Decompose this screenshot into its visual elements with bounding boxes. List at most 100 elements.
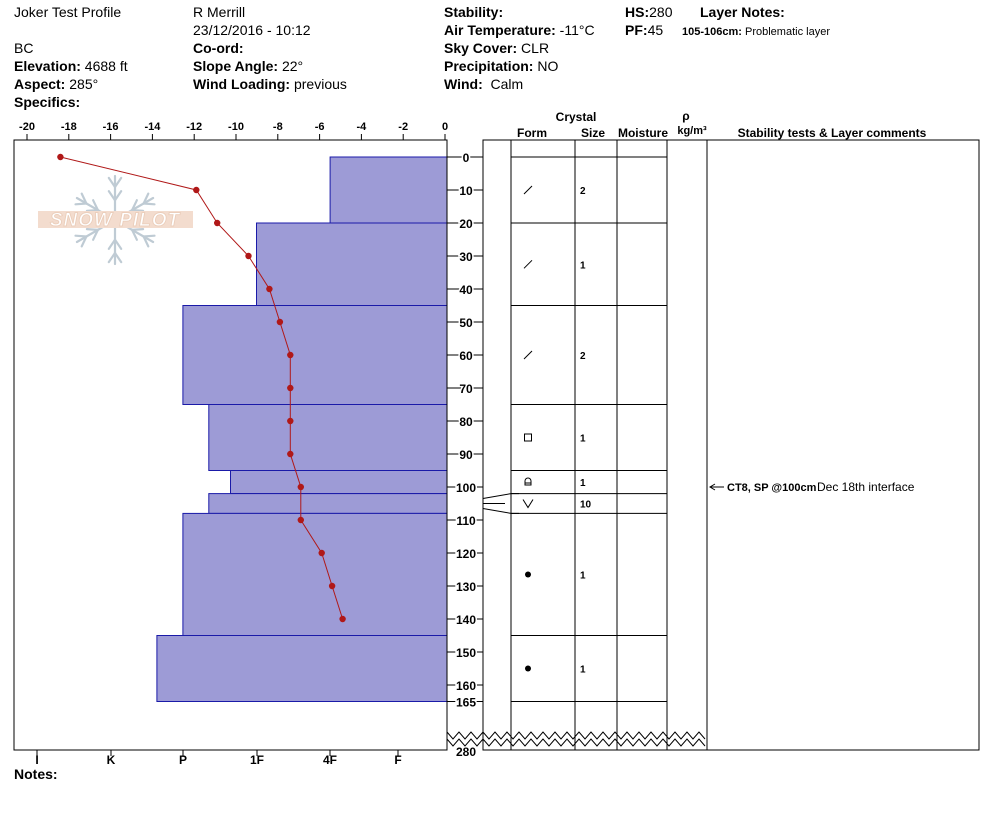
axis-break-upper bbox=[446, 731, 706, 740]
grain-size: 1 bbox=[580, 478, 586, 489]
grain-size: 2 bbox=[580, 351, 586, 362]
wind-loading-value: previous bbox=[293, 76, 347, 92]
table-rows: 2 1 2 1 1 10 1 1 bbox=[482, 156, 667, 702]
snowflake-branch bbox=[113, 251, 123, 264]
air-temp-label: Air Temperature: bbox=[444, 22, 556, 38]
layer-note-text: Problematic layer bbox=[745, 26, 830, 38]
profile-name: Joker Test Profile bbox=[14, 4, 122, 20]
snowflake-branch bbox=[142, 192, 150, 205]
rounded-grains-icon bbox=[525, 665, 531, 672]
temperature-point bbox=[339, 615, 346, 623]
snowflake-branch bbox=[74, 202, 88, 206]
temperature-point bbox=[266, 285, 273, 293]
hardness-bar bbox=[256, 222, 448, 306]
depth-tick-label: 130 bbox=[456, 580, 476, 594]
snowpilot-logo: SNOW PILOT bbox=[38, 174, 193, 266]
depth-tick-label: 0 bbox=[463, 151, 470, 165]
slope-row: Slope Angle: 22° bbox=[193, 58, 303, 74]
depth-hoar-icon bbox=[524, 477, 532, 486]
form-header: Form bbox=[517, 126, 547, 140]
precipitation-particles-icon bbox=[523, 185, 533, 195]
temperature-point bbox=[57, 153, 64, 161]
layer-notes-label: Layer Notes: bbox=[700, 4, 785, 20]
sky-label: Sky Cover: bbox=[444, 40, 518, 56]
wind-value: Calm bbox=[490, 76, 524, 92]
stability-test-label: CT8, SP @100cm bbox=[727, 482, 817, 494]
pf-value: 45 bbox=[647, 22, 664, 38]
faceted-crystals-icon bbox=[524, 433, 532, 442]
moisture-header: Moisture bbox=[618, 126, 668, 140]
elevation-row: Elevation: 4688 ft bbox=[14, 58, 128, 74]
snowflake-branch bbox=[85, 228, 100, 231]
axes: -20 -18 -16 -14 -12 -10 -8 -6 -4 -2 00102030405060… bbox=[19, 121, 706, 767]
wind-label: Wind: bbox=[444, 76, 483, 92]
surface-hoar-icon bbox=[522, 499, 534, 509]
precipitation-particles-icon bbox=[523, 259, 533, 269]
hardness-bar bbox=[329, 156, 448, 224]
aspect-row: Aspect: 285° bbox=[14, 76, 98, 92]
depth-tick-label: 50 bbox=[459, 316, 473, 330]
temperature-point bbox=[193, 186, 200, 194]
temp-tick-label: -6 bbox=[315, 121, 325, 133]
table-frame bbox=[482, 139, 980, 751]
snowflake-branch bbox=[107, 176, 117, 189]
observer: R Merrill bbox=[193, 4, 246, 20]
wind-loading-row: Wind Loading: previous bbox=[193, 76, 347, 92]
depth-tick-label: 165 bbox=[456, 696, 476, 710]
hardness-plot-frame bbox=[13, 139, 448, 751]
temp-tick-label: 0 bbox=[442, 121, 448, 133]
datetime: 23/12/2016 - 10:12 bbox=[193, 22, 311, 38]
depth-tick-label: 100 bbox=[456, 481, 476, 495]
hardness-tick-label: F bbox=[394, 753, 401, 767]
depth-connector bbox=[482, 508, 512, 514]
logo-banner bbox=[38, 211, 193, 228]
temp-tick-label: -16 bbox=[103, 121, 119, 133]
snowflake-branch bbox=[107, 251, 117, 264]
temperature-point bbox=[297, 483, 304, 491]
axis-break-lower bbox=[446, 738, 706, 747]
temp-tick-label: -20 bbox=[19, 121, 35, 133]
temp-tick-label: -12 bbox=[186, 121, 202, 133]
depth-tick-label: 90 bbox=[459, 448, 473, 462]
sky-row: Sky Cover: CLR bbox=[444, 40, 549, 56]
elevation-value: 4688 ft bbox=[84, 58, 128, 74]
snowflake-branch bbox=[142, 234, 156, 238]
layer-note: 105-106cm: Problematic layer bbox=[682, 24, 830, 40]
depth-tick-label: 120 bbox=[456, 547, 476, 561]
precip-value: NO bbox=[537, 58, 559, 74]
wind-loading-label: Wind Loading: bbox=[193, 76, 291, 92]
slope-label: Slope Angle: bbox=[193, 58, 279, 74]
aspect-value: 285° bbox=[69, 76, 99, 92]
grain-size: 1 bbox=[580, 260, 586, 271]
hs-value: 280 bbox=[649, 4, 673, 20]
depth-tick-label: 150 bbox=[456, 646, 476, 660]
hardness-bar bbox=[230, 470, 448, 495]
aspect-label: Aspect: bbox=[14, 76, 66, 92]
temp-tick-label: -10 bbox=[228, 121, 244, 133]
air-temp-value: -11°C bbox=[559, 22, 595, 38]
temperature-point bbox=[287, 351, 294, 359]
notes-label: Notes: bbox=[14, 766, 58, 782]
snowflake-branch bbox=[74, 234, 88, 238]
density-unit-header: kg/m³ bbox=[677, 125, 707, 137]
hardness-layers bbox=[156, 156, 448, 702]
snowflake-branch bbox=[131, 228, 138, 241]
depth-tick-label: 110 bbox=[456, 514, 476, 528]
precipitation-particles-icon bbox=[523, 350, 533, 360]
temp-tick-label: -18 bbox=[61, 121, 77, 133]
hs-label: HS: bbox=[625, 4, 650, 20]
temperature-point bbox=[287, 450, 294, 458]
snowflake-branch bbox=[113, 176, 123, 189]
temp-tick-label: -14 bbox=[144, 121, 161, 133]
depth-tick-label: 10 bbox=[459, 184, 473, 198]
precip-label: Precipitation: bbox=[444, 58, 534, 74]
grain-size: 1 bbox=[580, 665, 586, 676]
temperature-point bbox=[318, 549, 325, 557]
temp-tick-label: -4 bbox=[357, 121, 368, 133]
grain-size: 1 bbox=[580, 434, 586, 445]
depth-tick-label: 40 bbox=[459, 283, 473, 297]
hardness-tick-label: 1F bbox=[250, 753, 264, 767]
hardness-tick-label: 4F bbox=[323, 753, 337, 767]
temperature-point bbox=[214, 219, 221, 227]
